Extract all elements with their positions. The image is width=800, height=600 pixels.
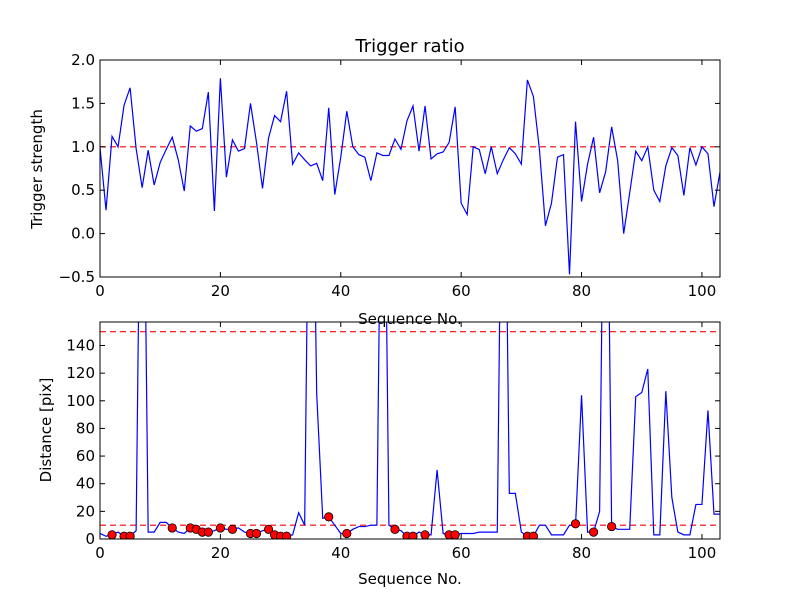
y-tick-label: 0 <box>85 530 95 548</box>
y-tick-label: −0.5 <box>59 268 95 286</box>
y-tick-label: 0.0 <box>71 225 95 243</box>
data-point <box>282 531 292 539</box>
x-tick-label: 60 <box>452 282 471 300</box>
chart-title: Trigger ratio <box>354 36 464 57</box>
y-tick-label: 100 <box>66 392 95 410</box>
x-axis-label: Sequence No. <box>358 310 462 328</box>
series-line <box>100 322 720 537</box>
data-point <box>588 527 599 537</box>
data-point <box>324 512 334 522</box>
axes-frame <box>99 59 721 278</box>
x-tick-label: 20 <box>211 544 230 562</box>
data-point <box>390 524 400 534</box>
distance-chart: Sequence No. Distance [pix] 0 20 40 60 80 100… <box>37 321 721 588</box>
data-point <box>125 531 135 539</box>
y-tick-label: 80 <box>76 419 95 437</box>
x-tick-label: 100 <box>688 544 717 562</box>
y-axis-label: Distance [pix] <box>37 378 55 483</box>
x-tick-label: 60 <box>452 544 471 562</box>
axes-frame <box>99 321 721 540</box>
data-point <box>263 524 274 534</box>
data-point <box>167 523 177 533</box>
x-tick-label: 0 <box>95 282 105 300</box>
x-axis-label: Sequence No. <box>358 570 462 588</box>
x-tick-label: 0 <box>95 544 105 562</box>
y-tick-label: 140 <box>66 336 95 354</box>
y-tick-label: 60 <box>76 447 95 465</box>
y-axis-label: Trigger strength <box>28 109 46 230</box>
y-tick-label: 1.0 <box>71 138 95 156</box>
x-tick-label: 100 <box>688 282 717 300</box>
data-point <box>215 523 225 533</box>
y-tick-label: 120 <box>66 364 95 382</box>
y-tick-label: 2.0 <box>71 51 95 69</box>
data-point <box>107 530 117 539</box>
trigger-ratio-chart: Trigger ratio Sequence No. Trigger stren… <box>28 36 721 328</box>
data-point <box>420 530 430 539</box>
plot-area <box>100 78 720 275</box>
data-point <box>251 528 262 539</box>
plot-area <box>100 322 720 539</box>
data-point <box>408 531 418 539</box>
data-point <box>450 530 460 539</box>
series-line <box>100 78 720 275</box>
x-tick-label: 80 <box>572 282 591 300</box>
data-point <box>570 519 581 529</box>
data-point <box>227 524 238 534</box>
y-tick-label: 40 <box>76 475 95 493</box>
data-point <box>607 521 617 532</box>
data-point <box>203 527 213 537</box>
y-tick-label: 1.5 <box>71 94 95 112</box>
x-tick-label: 40 <box>331 544 350 562</box>
x-tick-label: 40 <box>331 282 350 300</box>
data-point <box>342 528 352 539</box>
x-tick-label: 20 <box>211 282 230 300</box>
y-tick-label: 0.5 <box>71 181 95 199</box>
x-tick-label: 80 <box>572 544 591 562</box>
data-point <box>528 531 538 539</box>
y-tick-label: 20 <box>76 502 95 520</box>
